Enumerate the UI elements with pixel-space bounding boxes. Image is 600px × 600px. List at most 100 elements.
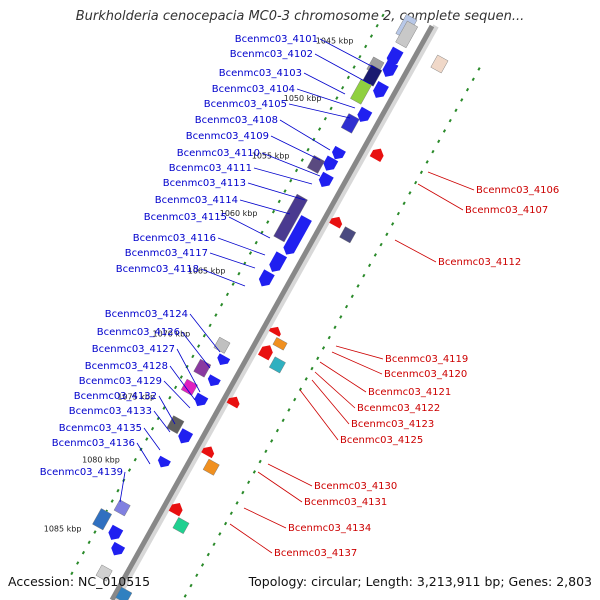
leader-line — [296, 88, 356, 109]
leader-line — [143, 427, 161, 451]
tick-track-outer — [183, 594, 187, 598]
gene-feature — [193, 358, 212, 378]
leader-line — [279, 119, 331, 151]
gene-arrow — [268, 326, 281, 337]
gene-arrow — [226, 396, 240, 409]
tick-track-outer — [304, 377, 308, 381]
tick-track-outer — [241, 490, 245, 495]
tick-track-inner — [116, 488, 120, 493]
gene-feature — [323, 155, 339, 171]
gene-label: Bcenmc03_4136 — [52, 438, 135, 449]
tick-track-outer — [465, 87, 470, 92]
tick-track-outer — [396, 211, 400, 216]
gene-feature — [92, 508, 112, 531]
gene-arrow — [108, 524, 124, 540]
tick-track-inner — [352, 65, 356, 69]
gene-arrow — [382, 59, 399, 77]
gene-feature — [269, 251, 288, 272]
leader-line — [243, 507, 287, 529]
kbp-marker: 1060 kbp — [220, 209, 258, 218]
gene-label: Bcenmc03_4121 — [368, 387, 451, 398]
gene-box — [339, 226, 357, 244]
gene-arrow — [323, 155, 339, 171]
tick-track-inner — [162, 406, 166, 410]
tick-track-inner — [225, 292, 230, 297]
tick-track-inner — [381, 13, 385, 18]
tick-track-inner — [369, 34, 374, 38]
tick-track-outer — [454, 108, 458, 113]
leader-line — [200, 268, 246, 287]
gene-feature — [340, 113, 360, 134]
gene-feature — [382, 59, 399, 77]
gene-label: Bcenmc03_4117 — [125, 248, 208, 259]
tick-track-inner — [358, 54, 362, 59]
leader-line — [176, 348, 201, 393]
gene-box — [306, 155, 325, 174]
gene-feature — [201, 446, 215, 459]
gene-box — [272, 337, 288, 351]
gene-label: Bcenmc03_4134 — [288, 523, 371, 534]
tick-track-inner — [266, 220, 270, 224]
gene-feature — [115, 586, 133, 600]
gene-label: Bcenmc03_4124 — [105, 309, 188, 320]
gene-box — [213, 336, 231, 354]
gene-label: Bcenmc03_4104 — [212, 84, 295, 95]
tick-track-outer — [200, 563, 205, 567]
leader-line — [299, 389, 339, 441]
tick-track-inner — [81, 550, 86, 555]
tick-track-outer — [258, 459, 262, 464]
leader-line — [335, 345, 384, 360]
gene-label: Bcenmc03_4118 — [116, 264, 199, 275]
leader-line — [253, 167, 313, 185]
gene-feature — [272, 337, 288, 351]
gene-feature — [395, 20, 419, 49]
tick-track-inner — [248, 251, 253, 255]
gene-arrow — [207, 374, 221, 387]
gene-box — [395, 20, 419, 49]
leader-line — [189, 313, 221, 353]
tick-track-outer — [270, 439, 274, 443]
gene-arrow — [217, 353, 231, 366]
gene-feature — [369, 148, 384, 163]
tick-track-outer — [293, 397, 297, 402]
tick-track-inner — [364, 44, 368, 49]
tick-track-outer — [367, 263, 372, 268]
gene-box — [193, 358, 212, 378]
gene-feature — [108, 524, 124, 540]
tick-track-inner — [93, 530, 97, 534]
tick-track-outer — [344, 304, 349, 309]
tick-track-outer — [287, 408, 291, 412]
gene-feature — [357, 106, 373, 122]
tick-track-inner — [197, 344, 201, 348]
gene-label: Bcenmc03_4126 — [97, 327, 180, 338]
tick-track-outer — [327, 335, 331, 340]
tick-track-outer — [316, 356, 320, 361]
gene-box — [273, 193, 308, 243]
tick-track-outer — [442, 129, 447, 133]
gene-label: Bcenmc03_4107 — [465, 205, 548, 216]
gene-label: Bcenmc03_4113 — [163, 178, 246, 189]
gene-label: Bcenmc03_4120 — [384, 369, 467, 380]
gene-feature — [202, 458, 220, 476]
gene-feature — [268, 326, 281, 337]
backbone-shadow — [113, 24, 439, 600]
tick-track-inner — [254, 240, 258, 245]
kbp-marker: 1080 kbp — [82, 456, 120, 465]
tick-track-inner — [133, 457, 137, 462]
tick-track-inner — [294, 168, 299, 173]
gene-label: Bcenmc03_4102 — [230, 49, 313, 60]
gene-feature — [217, 353, 231, 366]
gene-feature — [226, 396, 240, 409]
gene-label: Bcenmc03_4123 — [351, 419, 434, 430]
tick-track-outer — [252, 470, 256, 474]
leader-line — [228, 216, 271, 239]
gene-feature — [386, 46, 404, 66]
gene-box — [430, 54, 449, 74]
tick-track-inner — [317, 127, 322, 131]
gene-label: Bcenmc03_4119 — [385, 354, 468, 365]
leader-line — [163, 380, 191, 409]
tick-track-outer — [223, 521, 228, 526]
tick-track-outer — [321, 346, 326, 350]
gene-arrow — [357, 106, 373, 122]
tick-track-outer — [264, 449, 268, 454]
